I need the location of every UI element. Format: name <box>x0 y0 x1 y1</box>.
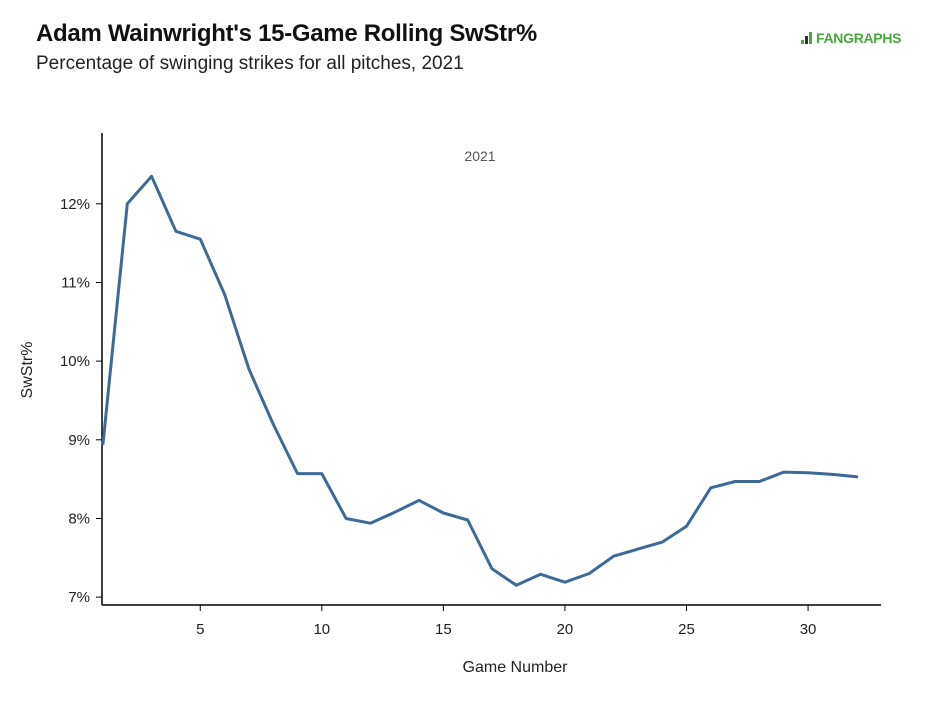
x-ticks: 5 10 15 20 25 30 <box>196 605 816 638</box>
series-group <box>101 174 859 587</box>
fangraphs-logo: FANGRAPHS <box>800 30 902 46</box>
y-tick-label: 9% <box>68 432 90 449</box>
y-tick-label: 7% <box>68 589 90 606</box>
x-tick-label: 10 <box>313 621 330 638</box>
axes <box>101 133 881 606</box>
logo-text: FANGRAPHS <box>816 30 902 46</box>
facet-label: 2021 <box>464 148 495 164</box>
y-tick-label: 10% <box>60 353 90 370</box>
x-tick-label: 5 <box>196 621 204 638</box>
chart-subtitle: Percentage of swinging strikes for all p… <box>36 53 464 74</box>
x-tick-label: 15 <box>435 621 452 638</box>
fangraphs-logo-icon <box>801 32 812 44</box>
y-tick-label: 12% <box>60 196 90 213</box>
y-axis-title: SwStr% <box>19 342 36 399</box>
y-ticks: 7% 8% 9% 10% 11% 12% <box>60 196 102 606</box>
y-tick-label: 11% <box>61 274 90 291</box>
x-tick-label: 30 <box>800 621 817 638</box>
y-tick-label: 8% <box>68 510 90 527</box>
series-line <box>101 174 859 587</box>
x-axis-title: Game Number <box>463 659 569 676</box>
x-tick-label: 25 <box>678 621 695 638</box>
x-tick-label: 20 <box>557 621 574 638</box>
chart-title: Adam Wainwright's 15-Game Rolling SwStr% <box>36 20 537 47</box>
